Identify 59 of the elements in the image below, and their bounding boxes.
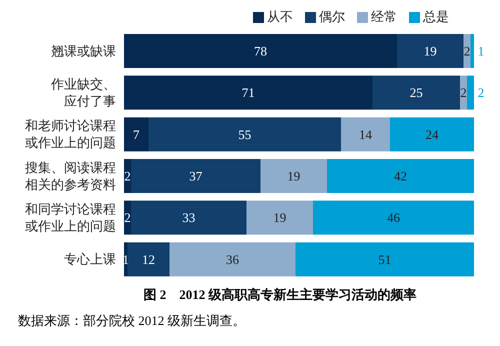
legend-label: 从不 [266,8,293,26]
legend-label: 总是 [422,8,449,26]
data-label: 78 [254,44,267,59]
bar [397,34,464,68]
y-tick-label: 和同学讨论课程或作业上的问题 [25,202,116,234]
bar [128,242,170,276]
data-label: 1 [478,44,484,59]
data-label: 2 [464,44,470,59]
source-note: 数据来源：部分院校 2012 级新生调查。 [17,312,246,330]
y-tick-label: 专心上课 [64,252,116,267]
data-label: 36 [226,252,240,267]
bar [131,159,260,193]
bar [246,200,313,235]
data-label: 7 [133,126,140,142]
bar [464,34,470,68]
data-label: 25 [410,85,423,100]
bar [327,159,474,193]
y-tick-label: 作业缺交、应付了事 [50,76,116,109]
bar [460,76,467,110]
y-tick-label: 搜集、阅读课程相关的参考资料 [25,160,116,192]
y-tick-label: 翘课或缺课 [51,43,116,58]
bar [124,159,131,193]
data-label: 51 [378,252,392,267]
data-label: 55 [238,126,252,142]
bar [124,117,148,152]
bar [124,34,397,68]
bar [467,76,474,110]
data-label: 14 [359,126,372,142]
data-label: 2 [124,168,131,184]
data-label: 1 [122,252,129,267]
data-label: 46 [387,210,400,226]
bar [313,200,474,235]
data-label: 24 [426,126,439,142]
data-label: 19 [424,44,437,59]
data-label: 2 [478,85,484,100]
y-tick-label: 和老师讨论课程或作业上的问题 [25,118,116,150]
bar [296,242,474,276]
legend-label: 偶尔 [318,8,345,26]
legend-label: 经常 [370,8,397,26]
bar [124,76,372,110]
bar [148,117,341,152]
data-label: 42 [394,168,407,184]
data-label: 19 [287,168,300,184]
bar [470,34,474,68]
text: 图 2 2012 级高职高专新生主要学习活动的频率 [142,286,418,304]
bar [390,117,474,152]
data-label: 71 [242,85,255,100]
bar [131,200,246,235]
data-label: 37 [189,168,203,184]
data-label: 2 [460,85,467,100]
data-label: 19 [273,210,286,226]
data-label: 2 [124,210,131,226]
bar [170,242,296,276]
bar [341,117,390,152]
bar [124,200,131,235]
bar [260,159,327,193]
bar [372,76,460,110]
data-label: 12 [142,252,155,267]
data-label: 33 [182,210,196,226]
